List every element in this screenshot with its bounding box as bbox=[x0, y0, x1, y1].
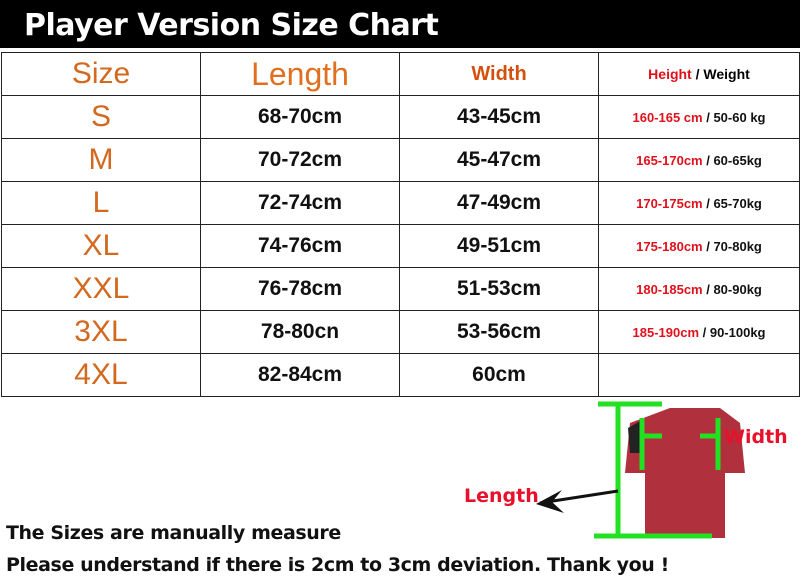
width-cell: 47-49cm bbox=[399, 181, 599, 225]
separator: / bbox=[699, 324, 710, 340]
header-size: Size bbox=[1, 52, 201, 96]
separator: / bbox=[702, 238, 714, 254]
height-value: 165-170cm bbox=[636, 152, 703, 168]
weight-value: 65-70kg bbox=[713, 195, 762, 211]
length-cell: 78-80cn bbox=[200, 310, 400, 354]
size-cell: L bbox=[1, 181, 201, 225]
height-value: 160-165 cm bbox=[632, 109, 703, 125]
separator: / bbox=[702, 109, 714, 125]
weight-value: 60-65kg bbox=[713, 152, 762, 168]
height-value: 180-185cm bbox=[636, 281, 703, 297]
width-cell: 45-47cm bbox=[399, 138, 599, 182]
table-row: S 68-70cm 43-45cm 160-165 cm / 50-60 kg bbox=[1, 95, 800, 139]
length-cell: 74-76cm bbox=[200, 224, 400, 268]
length-label: Length bbox=[464, 485, 539, 507]
header-length: Length bbox=[200, 52, 400, 96]
size-cell: 4XL bbox=[1, 353, 201, 397]
size-cell: XL bbox=[1, 224, 201, 268]
height-weight-cell: 160-165 cm / 50-60 kg bbox=[598, 95, 800, 139]
table-row: XL 74-76cm 49-51cm 175-180cm / 70-80kg bbox=[1, 224, 800, 268]
size-cell: S bbox=[1, 95, 201, 139]
width-label: Width bbox=[724, 426, 788, 448]
table-row: XXL 76-78cm 51-53cm 180-185cm / 80-90kg bbox=[1, 267, 800, 311]
separator: / bbox=[702, 281, 714, 297]
width-cell: 49-51cm bbox=[399, 224, 599, 268]
length-cell: 68-70cm bbox=[200, 95, 400, 139]
size-cell: XXL bbox=[1, 267, 201, 311]
weight-value: 90-100kg bbox=[709, 324, 766, 340]
height-value: 175-180cm bbox=[636, 238, 703, 254]
arrow-icon bbox=[536, 489, 619, 513]
note-line-2: Please understand if there is 2cm to 3cm… bbox=[6, 554, 669, 576]
height-value: 170-175cm bbox=[636, 195, 703, 211]
height-weight-cell bbox=[598, 353, 800, 397]
weight-value: 80-90kg bbox=[713, 281, 762, 297]
width-cell: 51-53cm bbox=[399, 267, 599, 311]
length-cell: 76-78cm bbox=[200, 267, 400, 311]
height-weight-cell: 185-190cm / 90-100kg bbox=[598, 310, 800, 354]
height-value: 185-190cm bbox=[632, 324, 700, 340]
note-line-1: The Sizes are manually measure bbox=[6, 522, 341, 544]
size-table: Size Length Width Height / Weight S 68-7… bbox=[1, 52, 800, 397]
length-cell: 72-74cm bbox=[200, 181, 400, 225]
separator: / bbox=[691, 66, 704, 82]
header-weight: Weight bbox=[703, 66, 750, 82]
size-cell: 3XL bbox=[1, 310, 201, 354]
header-width: Width bbox=[399, 52, 599, 96]
header-height: Height bbox=[648, 66, 692, 82]
width-cell: 60cm bbox=[399, 353, 599, 397]
width-cell: 53-56cm bbox=[399, 310, 599, 354]
size-cell: M bbox=[1, 138, 201, 182]
table-row: L 72-74cm 47-49cm 170-175cm / 65-70kg bbox=[1, 181, 800, 225]
table-row: 3XL 78-80cn 53-56cm 185-190cm / 90-100kg bbox=[1, 310, 800, 354]
height-weight-cell: 175-180cm / 70-80kg bbox=[598, 224, 800, 268]
page-title: Player Version Size Chart bbox=[0, 0, 800, 48]
separator: / bbox=[702, 195, 714, 211]
header-height-weight: Height / Weight bbox=[598, 52, 800, 96]
length-cell: 70-72cm bbox=[200, 138, 400, 182]
width-cell: 43-45cm bbox=[399, 95, 599, 139]
length-cell: 82-84cm bbox=[200, 353, 400, 397]
shirt-image bbox=[625, 408, 745, 538]
table-row: M 70-72cm 45-47cm 165-170cm / 60-65kg bbox=[1, 138, 800, 182]
table-header-row: Size Length Width Height / Weight bbox=[1, 52, 800, 96]
weight-value: 50-60 kg bbox=[713, 109, 766, 125]
height-weight-cell: 180-185cm / 80-90kg bbox=[598, 267, 800, 311]
height-weight-cell: 165-170cm / 60-65kg bbox=[598, 138, 800, 182]
table-row: 4XL 82-84cm 60cm bbox=[1, 353, 800, 397]
weight-value: 70-80kg bbox=[713, 238, 762, 254]
height-weight-cell: 170-175cm / 65-70kg bbox=[598, 181, 800, 225]
separator: / bbox=[702, 152, 714, 168]
measure-lines bbox=[594, 401, 721, 539]
shirt-diagram bbox=[594, 401, 745, 539]
